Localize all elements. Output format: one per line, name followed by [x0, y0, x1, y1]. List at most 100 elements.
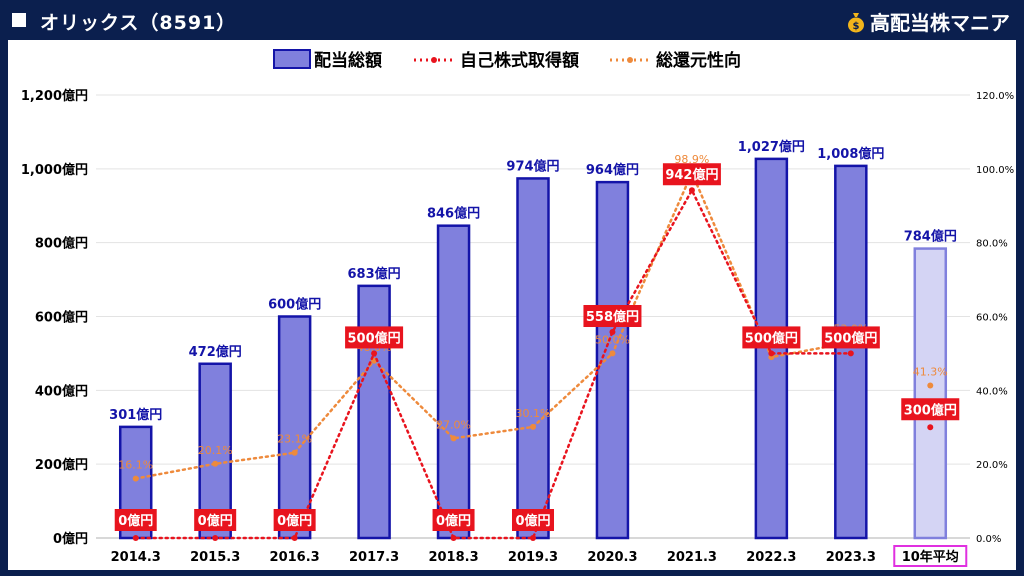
x-tick-label: 2021.3	[667, 550, 717, 565]
legend: 配当総額 自己株式取得額 総還元性向	[273, 49, 741, 71]
x-axis: 2014.3 2015.3 2016.3 2017.3 2018.3 2019.3 2020…	[111, 545, 968, 567]
buyback-label: 0億円	[515, 513, 550, 529]
buyback-label-box	[273, 509, 316, 531]
dividend-label: 964億円	[586, 162, 639, 178]
legend-buyback-label: 自己株式取得額	[460, 50, 579, 71]
buyback-point	[450, 535, 457, 541]
dividend-bar	[516, 177, 550, 540]
payout-label: 23.1%	[277, 433, 312, 446]
title-bar: オリックス（8591） $ 高配当株マニア	[0, 0, 1024, 40]
buyback-label: 0億円	[277, 513, 312, 529]
buyback-label: 0億円	[118, 513, 153, 529]
payout-label: 20.1%	[198, 444, 233, 457]
left-tick-label: 800億円	[35, 236, 88, 252]
buyback-label-box	[662, 163, 721, 186]
buyback-label: 0億円	[436, 513, 471, 529]
left-tick-label: 1,200億円	[21, 88, 88, 104]
buyback-label-box	[114, 509, 157, 531]
left-tick-label: 600億円	[35, 310, 88, 326]
x-tick-label: 10年平均	[902, 549, 959, 565]
dividend-bar	[198, 362, 232, 540]
dividend-label: 472億円	[189, 344, 242, 360]
x-tick-label: 2023.3	[826, 550, 876, 565]
plot-area: 配当総額 自己株式取得額 総還元性向 0億円 200億円 400億円 600億円 800億円…	[8, 40, 1016, 570]
right-tick-label: 100.0%	[976, 165, 1014, 176]
right-tick-label: 0.0%	[976, 534, 1001, 545]
left-tick-label: 0億円	[53, 531, 88, 547]
payout-point	[927, 382, 934, 389]
payout-line	[134, 169, 853, 480]
buyback-point	[291, 535, 298, 541]
buyback-series: 0億円 0億円 0億円 500億円 0億円 0億円 558億円 942億円 500億円 500億円…	[114, 163, 960, 541]
buyback-label: 500億円	[824, 330, 877, 346]
buyback-label-box	[512, 509, 554, 531]
payout-point	[291, 449, 298, 456]
x-tick-label: 2016.3	[270, 550, 320, 565]
buyback-label: 500億円	[745, 330, 798, 346]
dividend-bar	[357, 284, 391, 540]
x-tick-label: 2018.3	[428, 550, 478, 565]
right-tick-label: 40.0%	[976, 386, 1008, 397]
buyback-label: 942億円	[665, 167, 718, 183]
payout-label: 50.0%	[595, 333, 630, 346]
combo-chart: 配当総額 自己株式取得額 総還元性向 0億円 200億円 400億円 600億円 800億円…	[21, 49, 1014, 567]
dividend-labels: 301億円 472億円 600億円 683億円 846億円 974億円 964億円 1,027…	[109, 139, 957, 423]
legend-dividend-swatch	[273, 49, 311, 69]
brand-logo: $ 高配当株マニア	[846, 7, 1010, 36]
legend-payout-marker	[627, 57, 633, 63]
buyback-point	[927, 424, 934, 431]
x-tick-label: 2019.3	[508, 550, 558, 565]
payout-label: 16.1%	[118, 459, 153, 472]
legend-buyback-marker	[431, 57, 437, 63]
legend-dividend-label: 配当総額	[314, 50, 382, 71]
x-tick-label: 2015.3	[190, 550, 240, 565]
x-tick-label: 2020.3	[587, 550, 637, 565]
buyback-point	[132, 535, 139, 541]
money-bag-icon: $	[848, 12, 864, 32]
dividend-bar	[277, 315, 312, 540]
right-tick-label: 80.0%	[976, 239, 1008, 250]
buyback-line	[134, 187, 853, 540]
buyback-label: 500億円	[348, 330, 401, 346]
dividend-label: 301億円	[109, 407, 162, 423]
average-label-box	[893, 545, 968, 567]
legend-payout-label: 総還元性向	[656, 50, 741, 71]
buyback-label-box	[821, 326, 880, 349]
left-tick-label: 400億円	[35, 383, 88, 399]
svg-text:$: $	[853, 21, 860, 32]
right-tick-label: 60.0%	[976, 313, 1008, 324]
payout-point	[450, 435, 457, 442]
payout-point	[212, 460, 219, 467]
brand-name: 高配当株マニア	[870, 11, 1010, 35]
buyback-label-box	[901, 398, 960, 421]
title-square-icon	[12, 13, 26, 27]
dividend-bar	[913, 247, 948, 540]
buyback-label-box	[345, 326, 404, 349]
dividend-label: 974億円	[506, 158, 559, 174]
buyback-point	[609, 329, 616, 336]
dividend-label: 784億円	[904, 229, 957, 245]
dividend-bar	[436, 224, 471, 540]
payout-point	[609, 350, 616, 357]
dividend-bar	[754, 157, 789, 540]
dividend-label: 600億円	[268, 297, 321, 313]
payout-point	[530, 423, 536, 430]
buyback-point	[371, 350, 378, 357]
buyback-point	[688, 187, 695, 194]
buyback-point	[212, 535, 219, 541]
payout-label: 41.3%	[913, 366, 948, 379]
x-tick-label: 2022.3	[746, 550, 796, 565]
payout-label: 30.1%	[516, 407, 551, 420]
payout-label: 98.9%	[674, 153, 709, 166]
dividend-label: 846億円	[427, 206, 480, 222]
right-tick-label: 20.0%	[976, 460, 1008, 471]
chart-title: オリックス（8591）	[40, 12, 237, 34]
payout-point	[132, 475, 139, 482]
dividend-label: 683億円	[348, 266, 401, 282]
payout-label: 27.0%	[436, 418, 471, 431]
buyback-label-box	[432, 509, 475, 531]
x-tick-label: 2017.3	[349, 550, 399, 565]
right-tick-label: 120.0%	[976, 91, 1014, 102]
buyback-label: 300億円	[904, 402, 957, 418]
right-axis: 0.0% 20.0% 40.0% 60.0% 80.0% 100.0% 120.0%	[976, 91, 1014, 545]
